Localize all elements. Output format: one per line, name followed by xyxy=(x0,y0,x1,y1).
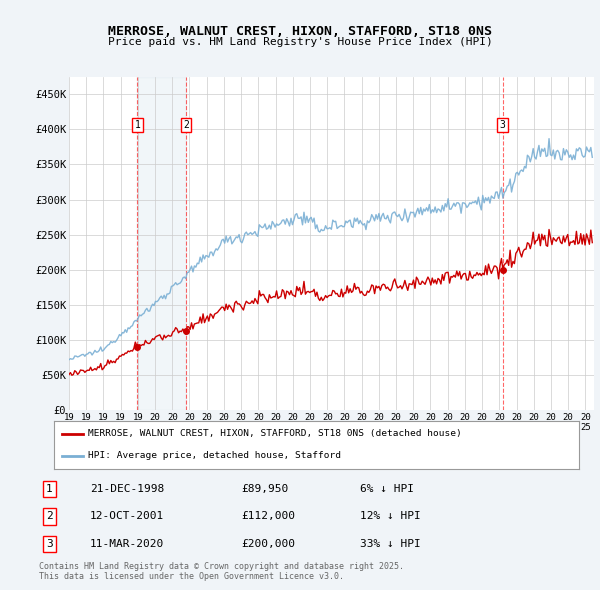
Text: 3: 3 xyxy=(500,120,506,130)
Text: Contains HM Land Registry data © Crown copyright and database right 2025.
This d: Contains HM Land Registry data © Crown c… xyxy=(39,562,404,581)
Text: 12% ↓ HPI: 12% ↓ HPI xyxy=(360,512,421,522)
Text: 21-DEC-1998: 21-DEC-1998 xyxy=(90,484,164,494)
Text: HPI: Average price, detached house, Stafford: HPI: Average price, detached house, Staf… xyxy=(88,451,341,460)
Text: £200,000: £200,000 xyxy=(241,539,295,549)
Text: 2: 2 xyxy=(183,120,189,130)
Text: 12-OCT-2001: 12-OCT-2001 xyxy=(90,512,164,522)
Text: Price paid vs. HM Land Registry's House Price Index (HPI): Price paid vs. HM Land Registry's House … xyxy=(107,37,493,47)
Text: MERROSE, WALNUT CREST, HIXON, STAFFORD, ST18 0NS (detached house): MERROSE, WALNUT CREST, HIXON, STAFFORD, … xyxy=(88,430,462,438)
Text: 6% ↓ HPI: 6% ↓ HPI xyxy=(360,484,414,494)
Bar xyxy=(137,77,186,410)
Text: 1: 1 xyxy=(134,120,140,130)
Text: 33% ↓ HPI: 33% ↓ HPI xyxy=(360,539,421,549)
Text: 11-MAR-2020: 11-MAR-2020 xyxy=(90,539,164,549)
Text: MERROSE, WALNUT CREST, HIXON, STAFFORD, ST18 0NS: MERROSE, WALNUT CREST, HIXON, STAFFORD, … xyxy=(108,25,492,38)
Text: £112,000: £112,000 xyxy=(241,512,295,522)
Text: 2: 2 xyxy=(46,512,53,522)
Text: £89,950: £89,950 xyxy=(241,484,289,494)
Text: 3: 3 xyxy=(46,539,53,549)
Text: 1: 1 xyxy=(46,484,53,494)
